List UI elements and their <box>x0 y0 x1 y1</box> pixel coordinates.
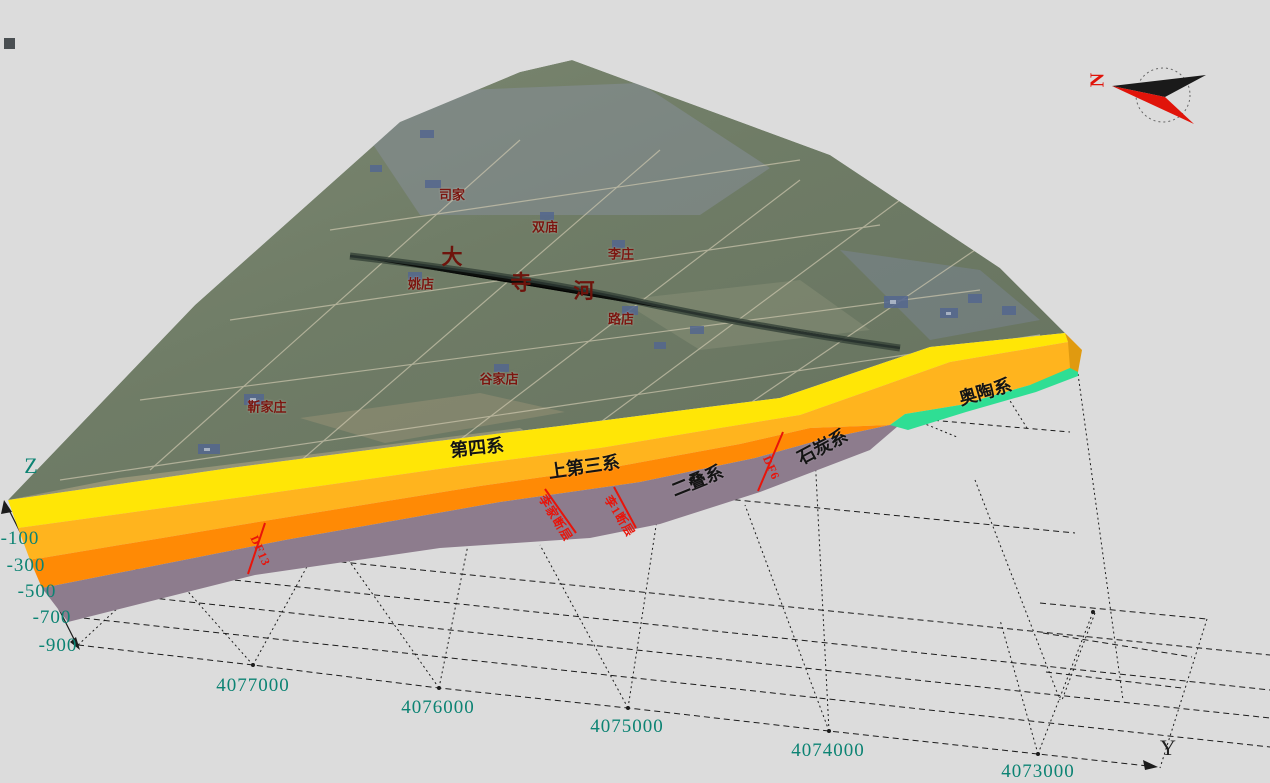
place-label-lizhuang: 李庄 <box>607 246 635 262</box>
z-axis-arrowhead <box>1 500 12 514</box>
fault-line-df6 <box>757 431 784 492</box>
place-label-shuangmiao: 双庙 <box>531 219 559 235</box>
north-arrow-circle <box>1135 67 1191 123</box>
river-char-si: 寺 <box>510 271 532 295</box>
stratum-band-quaternary <box>8 333 1068 528</box>
river-char-he: 河 <box>573 279 595 303</box>
y-tick-4074000: 4074000 <box>791 740 865 761</box>
fault-line-li1 <box>613 486 637 529</box>
y-tick-4073000: 4073000 <box>1001 761 1075 782</box>
z-tick--100: -100 <box>0 528 40 549</box>
y-tick-4077000: 4077000 <box>216 675 290 696</box>
place-label-sijia: 司家 <box>438 187 466 203</box>
stratum-band-permian-carboniferous <box>42 420 905 622</box>
stratum-band-ordovician <box>890 368 1078 430</box>
z-tick--300: -300 <box>6 555 46 576</box>
satellite-surface <box>8 60 1065 500</box>
fault-lines <box>247 431 784 575</box>
stratum-band-deep-orange <box>30 425 890 588</box>
block-right-end-face <box>1065 333 1082 372</box>
place-label-yaodian: 姚店 <box>407 276 435 292</box>
north-label: N <box>1086 72 1109 88</box>
fault-line-df13 <box>247 522 266 575</box>
z-tick--700: -700 <box>32 607 72 628</box>
river-char-da: 大 <box>441 245 463 269</box>
y-tick-4075000: 4075000 <box>590 716 664 737</box>
y-axis-arrowhead <box>1143 760 1158 770</box>
y-axis-label: Y <box>1160 735 1176 760</box>
fault-line-lijia <box>544 488 577 534</box>
place-label-ludian: 路店 <box>607 311 635 327</box>
z-tick--500: -500 <box>17 581 57 602</box>
place-label-jinjiazhuang: 靳家庄 <box>247 399 287 415</box>
geology-block <box>8 60 1082 622</box>
y-axis-line <box>77 644 1149 767</box>
z-axis-label: Z <box>24 453 38 478</box>
stratum-band-upper-tertiary <box>18 342 1078 560</box>
north-arrow-black-blade <box>1112 75 1206 97</box>
artifact-square <box>4 38 15 49</box>
north-arrow <box>1112 67 1206 124</box>
north-arrow-red-blade <box>1112 86 1194 124</box>
place-label-gujiadian: 谷家店 <box>479 371 519 387</box>
y-tick-4076000: 4076000 <box>401 697 475 718</box>
coordinate-wireframe <box>21 373 1270 770</box>
z-tick--900: -900 <box>38 635 78 656</box>
